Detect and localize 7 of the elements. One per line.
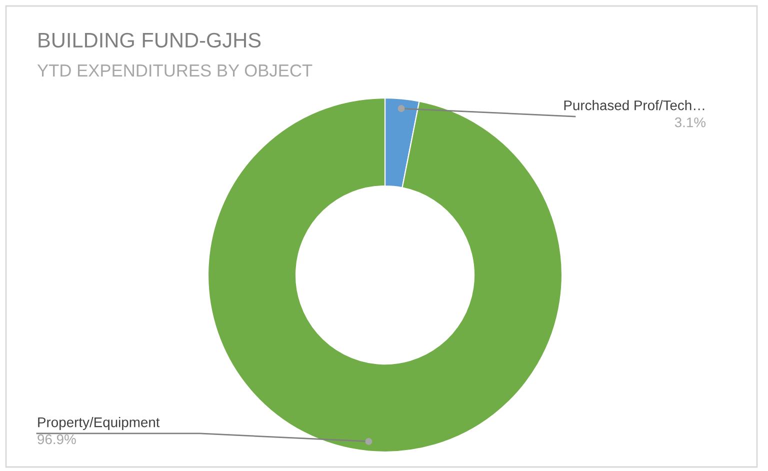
donut-slice <box>207 97 563 453</box>
slice-label: Property/Equipment <box>38 417 160 430</box>
chart-subtitle: YTD EXPENDITURES BY OBJECT <box>37 64 312 77</box>
chart-title: BUILDING FUND-GJHS <box>38 32 261 48</box>
slice-label: Purchased Prof/Tech… <box>564 100 704 110</box>
data-label: 3.1% <box>674 117 706 128</box>
data-label: 96.9% <box>38 434 76 444</box>
